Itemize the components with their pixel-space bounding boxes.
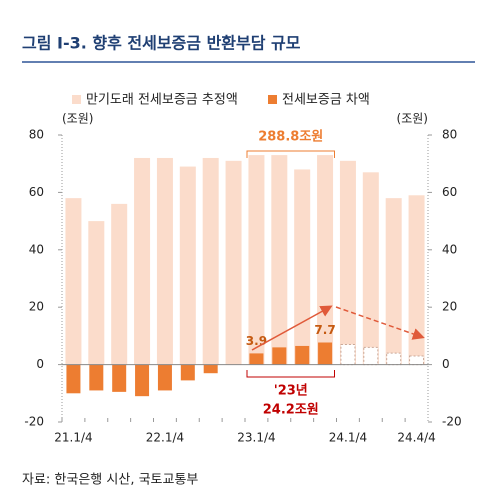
bar (225, 160, 242, 365)
bar (340, 344, 356, 366)
y2-axis-label: (조원) (397, 112, 428, 126)
y-tick-label: 40 (29, 242, 44, 256)
bar (156, 157, 173, 365)
y-tick-label: 60 (29, 185, 44, 199)
bar (179, 166, 196, 365)
bar (111, 203, 128, 365)
legend-label: 전세보증금 차액 (282, 93, 370, 108)
y2-tick-label: 20 (442, 300, 457, 314)
data-label: 3.9 (246, 334, 267, 348)
arrow (335, 306, 425, 340)
bar (272, 347, 287, 365)
bar (135, 364, 150, 397)
y-axis-label: (조원) (62, 112, 93, 126)
y2-tick-label: 80 (442, 128, 457, 142)
bar (363, 346, 379, 366)
y-tick-label: 0 (36, 357, 44, 371)
bar (88, 221, 105, 365)
arrow (251, 305, 333, 351)
chart-title: 그림 Ⅰ-3. 향후 전세보증금 반환부담 규모 (22, 34, 301, 53)
bar (409, 355, 425, 366)
data-label: 7.7 (314, 323, 335, 337)
bracket (246, 150, 335, 158)
y-tick-label: 80 (29, 128, 44, 142)
y2-tick-label: 60 (442, 185, 457, 199)
bar (112, 364, 127, 392)
x-tick-label: 22.1/4 (146, 431, 184, 445)
bar (386, 352, 402, 366)
bracket (246, 370, 335, 378)
bar (89, 364, 104, 391)
y-tick-label: 20 (29, 300, 44, 314)
y2-tick-label: 40 (442, 242, 457, 256)
bar (339, 160, 356, 365)
annotation: 288.8조원 (258, 130, 323, 145)
source: 자료: 한국은행 시산, 국토교통부 (22, 472, 198, 488)
legend-label: 만기도래 전세보증금 추정액 (86, 93, 238, 108)
bar (65, 198, 82, 365)
bar (180, 364, 195, 381)
y2-tick-label: -20 (442, 415, 462, 429)
annotation: 24.2조원 (263, 403, 319, 418)
bar (362, 172, 379, 365)
legend-swatch (72, 95, 81, 104)
bar (202, 157, 219, 365)
x-tick-label: 21.1/4 (54, 431, 92, 445)
bar (295, 345, 310, 365)
x-tick-label: 24.4/4 (397, 431, 435, 445)
bar (271, 155, 288, 365)
y-tick-label: -20 (24, 415, 44, 429)
bar (66, 364, 81, 394)
bar (249, 353, 264, 365)
bar (385, 198, 402, 365)
legend-swatch (268, 95, 277, 104)
x-tick-label: 24.1/4 (329, 431, 367, 445)
bar (157, 364, 172, 391)
bar (408, 195, 425, 365)
bar (294, 169, 311, 365)
annotation: '23년 (274, 384, 308, 399)
bar (203, 364, 218, 374)
y2-tick-label: 0 (442, 357, 450, 371)
bar (318, 342, 333, 365)
x-tick-label: 23.1/4 (237, 431, 275, 445)
bar (248, 155, 265, 365)
bar (134, 157, 151, 365)
